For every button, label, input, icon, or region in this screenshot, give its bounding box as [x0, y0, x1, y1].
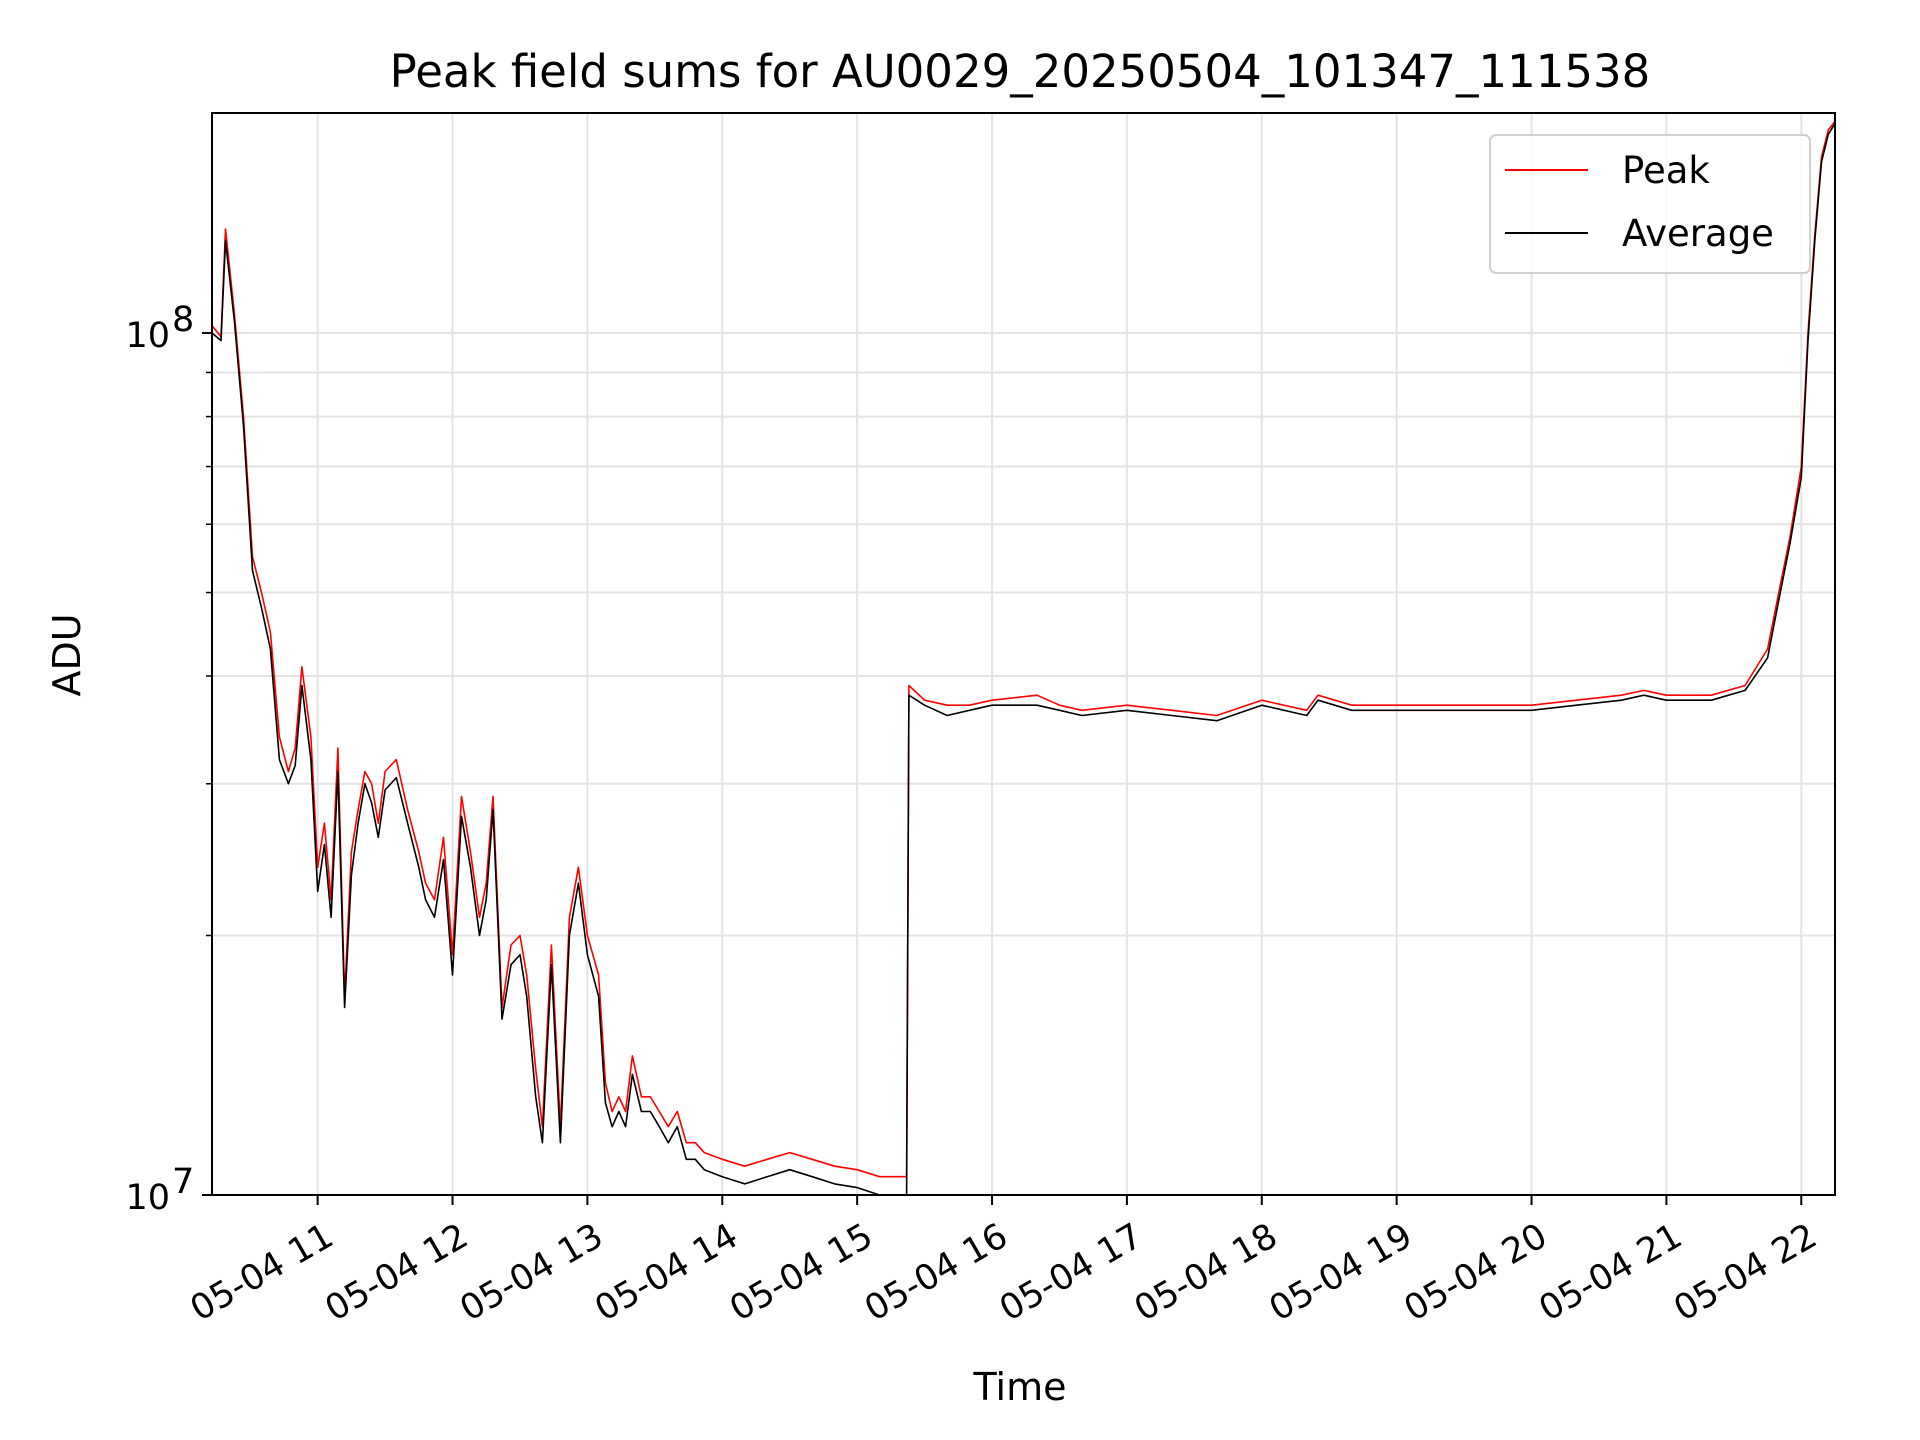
x-axis-label: Time [973, 1365, 1067, 1409]
y-tick-label: 10 [125, 316, 170, 356]
y-axis-label: ADU [45, 613, 89, 696]
legend-label-peak: Peak [1622, 149, 1710, 192]
y-tick-exponent: 8 [172, 300, 194, 340]
y-tick-label: 10 [125, 1178, 170, 1218]
chart-title: Peak field sums for AU0029_20250504_1013… [390, 45, 1651, 98]
legend-label-average: Average [1622, 212, 1774, 255]
data-lines [211, 120, 1836, 1196]
legend: Peak Average [1489, 134, 1811, 274]
y-tick-exponent: 7 [172, 1162, 194, 1202]
series-line-average [211, 123, 1836, 1196]
gridlines [212, 113, 1835, 1196]
plot-frame [211, 112, 1836, 1196]
